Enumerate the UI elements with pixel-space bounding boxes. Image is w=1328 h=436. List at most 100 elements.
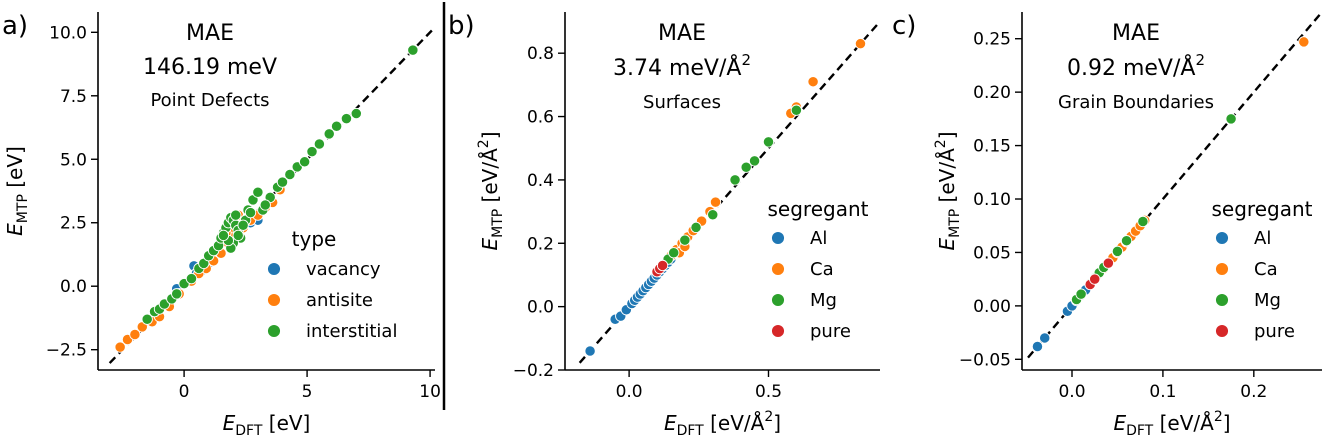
y-tick-label: 0.6 bbox=[527, 108, 554, 128]
data-point-pure bbox=[656, 259, 669, 272]
panel-letter: a) bbox=[2, 11, 28, 41]
parity-line bbox=[578, 22, 880, 364]
y-tick-label: 0.0 bbox=[60, 277, 87, 297]
legend-label-pure: pure bbox=[810, 321, 851, 342]
y-tick-label: 0.20 bbox=[973, 83, 1011, 103]
x-axis-title: EDFT [eV/Å2] bbox=[664, 409, 781, 436]
data-point-Mg bbox=[679, 234, 691, 246]
y-tick-label: 2.5 bbox=[60, 214, 87, 234]
legend-marker-Mg bbox=[771, 293, 785, 307]
legend-marker-Mg bbox=[1215, 293, 1229, 307]
mae-label: MAE bbox=[186, 21, 234, 46]
panel-subtitle: Grain Boundaries bbox=[1058, 92, 1214, 113]
legend: type vacancy antisite interstitial bbox=[267, 227, 397, 342]
data-point-interstitial bbox=[141, 313, 153, 325]
parity-line bbox=[1027, 12, 1322, 359]
data-point-Mg bbox=[668, 247, 680, 259]
legend-label-Ca: Ca bbox=[1254, 259, 1278, 280]
legend-label-Mg: Mg bbox=[810, 290, 837, 311]
data-point-interstitial bbox=[259, 199, 271, 211]
legend: segregant Al Ca Mg pure bbox=[1212, 197, 1313, 342]
data-point-interstitial bbox=[276, 176, 289, 188]
y-tick-label: 0.2 bbox=[527, 234, 554, 254]
legend-marker-pure bbox=[771, 324, 785, 338]
data-point-interstitial bbox=[340, 112, 353, 125]
data-point-Ca bbox=[709, 196, 722, 208]
panel-3: −0.05 0.00 0.05 0.10 0.15 0.20 0.25 0.0 0.1 0.2 c)… bbox=[892, 11, 1322, 436]
x-tick-label: 0 bbox=[179, 382, 190, 402]
data-point-Mg bbox=[729, 174, 741, 186]
y-tick-label: 0.05 bbox=[973, 243, 1011, 263]
data-point-interstitial bbox=[350, 107, 362, 120]
mae-label: MAE bbox=[1112, 21, 1160, 46]
data-point-Mg bbox=[1137, 215, 1149, 228]
y-tick-label: 10.0 bbox=[49, 23, 87, 43]
data-point-Al bbox=[1031, 340, 1044, 353]
data-point-interstitial bbox=[185, 272, 198, 285]
legend-marker-Ca bbox=[771, 262, 785, 276]
x-tick-label: 0.0 bbox=[616, 382, 643, 402]
legend-marker-Ca bbox=[1215, 262, 1229, 276]
legend-marker-Al bbox=[771, 231, 785, 245]
data-point-Mg bbox=[1111, 245, 1124, 258]
y-tick-label: 7.5 bbox=[60, 87, 87, 107]
panel-letter: b) bbox=[448, 11, 475, 41]
y-tick-label: 0.00 bbox=[973, 297, 1011, 317]
x-tick-label: 0.5 bbox=[755, 382, 782, 402]
legend-label-vacancy: vacancy bbox=[306, 259, 381, 280]
legend-title: type bbox=[292, 227, 337, 251]
data-point-interstitial bbox=[298, 156, 311, 168]
y-axis-title: EMTP [eV] bbox=[3, 146, 31, 236]
legend-marker-antisite bbox=[267, 293, 281, 307]
legend-label-Ca: Ca bbox=[810, 259, 834, 280]
data-point-interstitial bbox=[217, 229, 230, 242]
legend-label-pure: pure bbox=[1254, 321, 1295, 342]
y-tick-label: 5.0 bbox=[60, 150, 87, 170]
data-point-interstitial bbox=[330, 120, 343, 132]
panel-letter: c) bbox=[892, 11, 916, 41]
data-point-interstitial bbox=[237, 219, 249, 231]
x-tick-label: 5 bbox=[302, 382, 313, 402]
y-axis-title: EMTP [eV/Å2] bbox=[476, 131, 506, 250]
y-tick-label: 0.0 bbox=[527, 298, 554, 318]
legend-marker-vacancy bbox=[267, 262, 281, 276]
data-point-Mg bbox=[707, 209, 719, 221]
mae-label: MAE bbox=[658, 21, 706, 46]
legend-label-Al: Al bbox=[1254, 228, 1271, 249]
legend-label-Al: Al bbox=[810, 228, 827, 249]
data-point-Mg bbox=[748, 155, 761, 167]
data-point-Ca bbox=[807, 76, 819, 88]
data-point-pure bbox=[1089, 273, 1101, 285]
y-tick-label: 0.4 bbox=[527, 171, 554, 191]
data-point-Mg bbox=[1120, 235, 1133, 247]
x-axis-title: EDFT [eV/Å2] bbox=[1113, 409, 1230, 436]
y-axis-title: EMTP [eV/Å2] bbox=[933, 131, 963, 250]
data-point-Mg bbox=[740, 161, 752, 173]
legend-title: segregant bbox=[768, 197, 869, 221]
data-point-interstitial bbox=[407, 44, 419, 56]
data-point-interstitial bbox=[232, 229, 244, 242]
x-axis-title: EDFT [eV] bbox=[223, 411, 311, 436]
data-point-Mg bbox=[1225, 113, 1237, 125]
legend: segregant Al Ca Mg pure bbox=[768, 197, 869, 342]
mae-value: 0.92 meV/Å2 bbox=[1067, 51, 1205, 81]
data-point-Ca bbox=[1298, 36, 1310, 48]
data-point-pure bbox=[1102, 257, 1115, 269]
data-point-interstitial bbox=[230, 209, 242, 221]
y-tick-label: −0.2 bbox=[513, 361, 554, 381]
legend-marker-Al bbox=[1215, 231, 1229, 245]
data-point-Ca bbox=[854, 38, 867, 50]
data-point-interstitial bbox=[323, 128, 335, 140]
y-tick-label: −0.05 bbox=[959, 350, 1011, 370]
panel-2: −0.2 0.0 0.2 0.4 0.6 0.8 0.0 0.5 b) MAE 3.74 meV/Å… bbox=[448, 11, 880, 436]
legend-label-interstitial: interstitial bbox=[306, 321, 397, 342]
legend-label-Mg: Mg bbox=[1254, 290, 1281, 311]
data-point-interstitial bbox=[244, 206, 257, 219]
mae-value: 3.74 meV/Å2 bbox=[613, 51, 751, 81]
legend-marker-pure bbox=[1215, 324, 1229, 338]
panel-subtitle: Surfaces bbox=[643, 92, 721, 113]
y-tick-label: 0.10 bbox=[973, 190, 1011, 210]
data-point-Mg bbox=[690, 221, 702, 234]
data-point-Al bbox=[584, 345, 596, 357]
